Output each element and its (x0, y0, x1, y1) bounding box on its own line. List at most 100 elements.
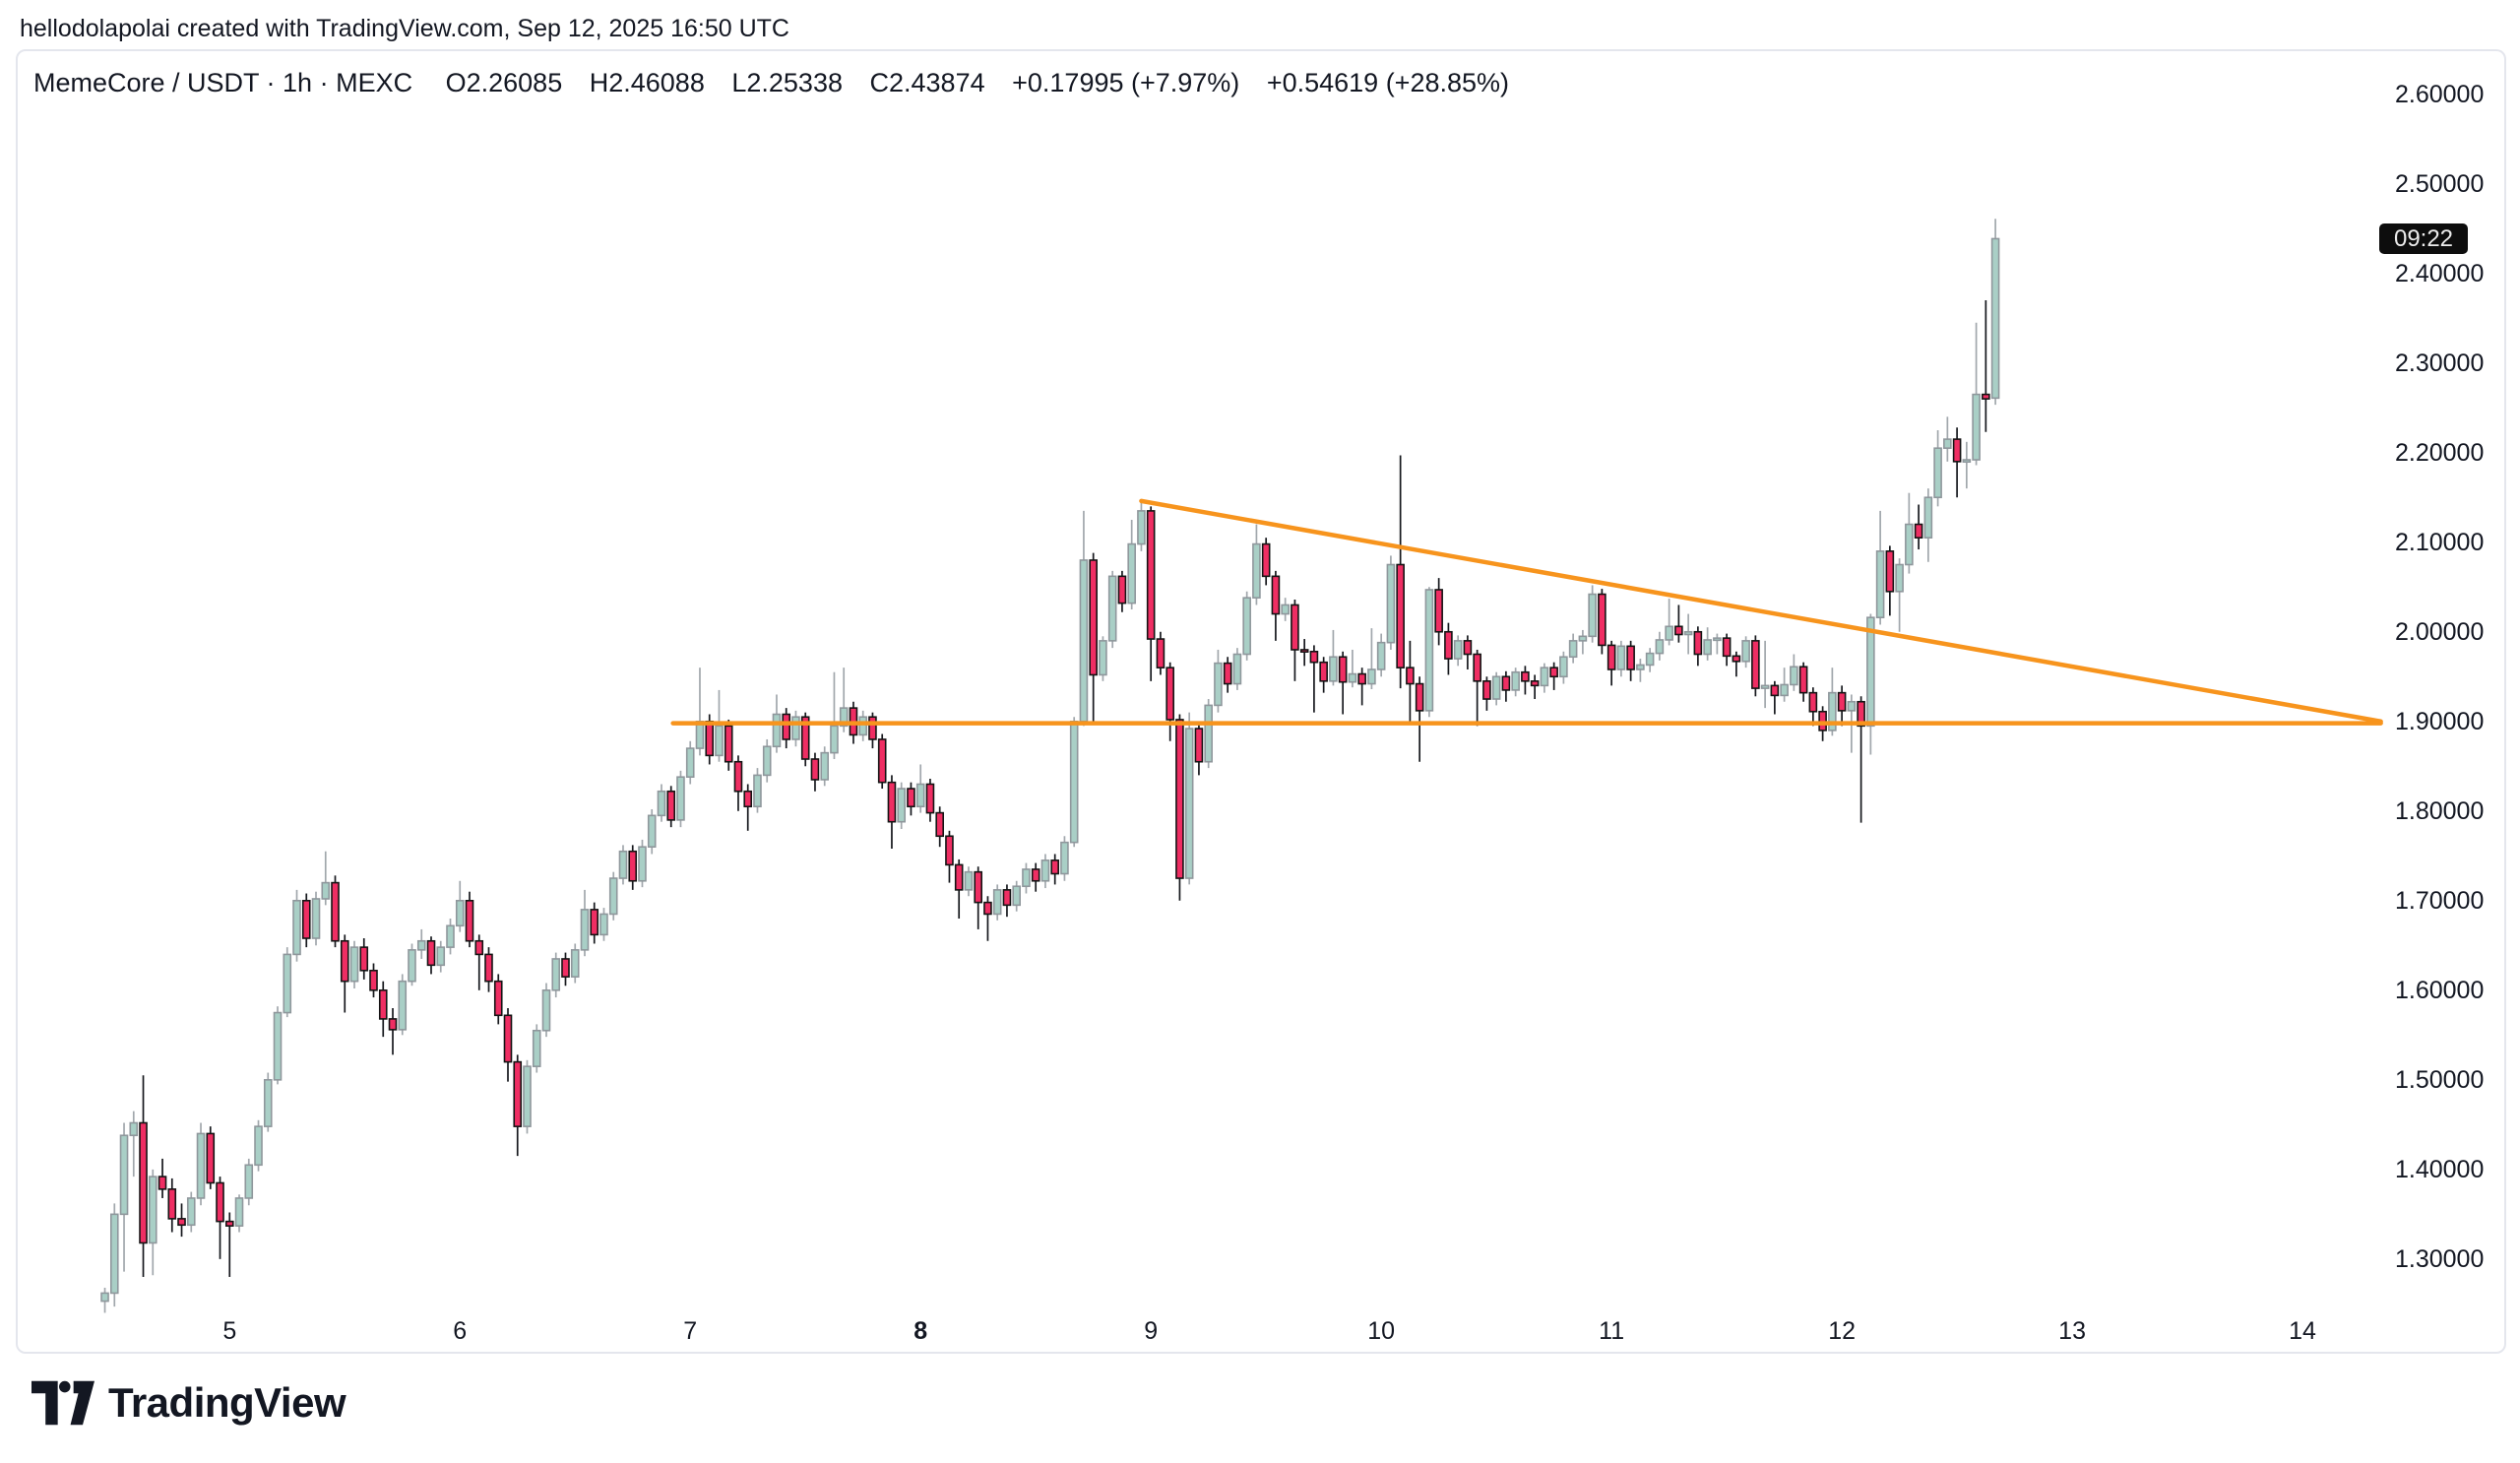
candle-down[interactable] (1549, 667, 1558, 678)
candle-up[interactable] (1367, 668, 1376, 685)
candle-down[interactable] (1598, 593, 1606, 647)
candle-down[interactable] (877, 738, 887, 784)
candle-down[interactable] (810, 758, 820, 781)
candle-down[interactable] (167, 1188, 177, 1220)
candle-down[interactable] (1166, 667, 1174, 721)
candle-down[interactable] (935, 811, 945, 838)
candle-up[interactable] (1741, 640, 1750, 663)
candle-up[interactable] (1905, 523, 1914, 566)
candle-up[interactable] (1040, 859, 1050, 882)
candle-up[interactable] (1683, 630, 1693, 636)
candle-up[interactable] (551, 958, 561, 991)
candle-down[interactable] (887, 781, 897, 823)
candle-down[interactable] (1521, 670, 1530, 682)
candle-up[interactable] (762, 745, 772, 777)
candle-down[interactable] (1357, 672, 1366, 685)
candle-up[interactable] (1540, 667, 1549, 687)
candle-down[interactable] (1751, 640, 1760, 689)
candle-down[interactable] (1434, 589, 1443, 633)
candle-up[interactable] (1386, 563, 1396, 644)
candle-down[interactable] (1722, 637, 1732, 658)
candle-up[interactable] (1636, 664, 1645, 670)
candle-up[interactable] (1329, 656, 1338, 682)
candle-down[interactable] (1482, 680, 1491, 700)
candle-up[interactable] (1713, 637, 1722, 642)
candle-down[interactable] (158, 1176, 167, 1190)
candle-up[interactable] (196, 1132, 206, 1199)
candle-up[interactable] (109, 1213, 119, 1295)
candle-up[interactable] (1127, 542, 1136, 604)
candle-up[interactable] (1828, 691, 1837, 732)
candle-up[interactable] (1012, 885, 1021, 907)
candle-up[interactable] (599, 913, 608, 936)
candle-down[interactable] (1406, 667, 1415, 685)
candle-up[interactable] (129, 1121, 139, 1137)
candle-up[interactable] (311, 898, 321, 939)
candle-down[interactable] (628, 850, 638, 882)
candle-up[interactable] (292, 899, 301, 956)
candle-down[interactable] (1117, 575, 1127, 604)
candle-up[interactable] (349, 946, 359, 983)
candle-up[interactable] (446, 924, 455, 948)
candle-down[interactable] (1693, 630, 1703, 656)
candle-up[interactable] (820, 751, 830, 781)
candle-down[interactable] (1261, 542, 1271, 578)
candle-down[interactable] (1798, 666, 1808, 694)
candle-up[interactable] (1790, 666, 1798, 686)
candle-down[interactable] (1175, 719, 1184, 879)
candle-up[interactable] (1491, 675, 1501, 700)
candle-down[interactable] (216, 1181, 224, 1223)
candle-up[interactable] (1242, 597, 1251, 656)
candle-up[interactable] (1588, 593, 1597, 638)
candle-up[interactable] (839, 707, 849, 728)
candle-down[interactable] (388, 1018, 398, 1031)
candle-down[interactable] (1674, 625, 1683, 636)
candle-down[interactable] (474, 939, 484, 956)
candle-down[interactable] (954, 863, 964, 891)
candle-down[interactable] (493, 980, 503, 1017)
candle-up[interactable] (1079, 559, 1089, 723)
candle-down[interactable] (1818, 710, 1827, 732)
candle-up[interactable] (1703, 639, 1712, 656)
candle-up[interactable] (647, 814, 657, 848)
candle-up[interactable] (1990, 237, 2000, 400)
candle-up[interactable] (436, 946, 446, 967)
candle-up[interactable] (273, 1011, 283, 1081)
candle-up[interactable] (964, 870, 974, 891)
candle-up[interactable] (1847, 700, 1857, 712)
candle-up[interactable] (321, 881, 331, 900)
candle-up[interactable] (234, 1197, 244, 1227)
candle-up[interactable] (1281, 604, 1290, 615)
candle-up[interactable] (1559, 656, 1568, 678)
candle-down[interactable] (1415, 682, 1424, 712)
candle-up[interactable] (1875, 550, 1885, 618)
candle-up[interactable] (1665, 625, 1673, 641)
candle-up[interactable] (1137, 510, 1146, 545)
candle-down[interactable] (1291, 604, 1299, 651)
candle-down[interactable] (1770, 684, 1780, 697)
candle-down[interactable] (1606, 644, 1616, 670)
candle-down[interactable] (206, 1132, 216, 1184)
candle-down[interactable] (484, 953, 493, 983)
candle-up[interactable] (1923, 496, 1933, 539)
candle-up[interactable] (541, 989, 551, 1032)
candle-down[interactable] (1952, 438, 1962, 463)
candle-up[interactable] (1568, 640, 1578, 659)
candle-down[interactable] (800, 716, 810, 760)
candle-up[interactable] (100, 1292, 109, 1303)
candle-down[interactable] (782, 713, 791, 740)
candle-down[interactable] (1002, 889, 1012, 907)
candle-down[interactable] (907, 788, 915, 808)
candle-down[interactable] (561, 958, 570, 978)
candle-up[interactable] (1780, 683, 1789, 697)
candle-up[interactable] (992, 889, 1002, 916)
candle-down[interactable] (1309, 650, 1319, 664)
candle-down[interactable] (1473, 653, 1481, 682)
candle-up[interactable] (1252, 542, 1261, 599)
candle-up[interactable] (1424, 589, 1434, 712)
candle-up[interactable] (685, 747, 695, 779)
candle-down[interactable] (1194, 728, 1204, 763)
candle-down[interactable] (426, 939, 436, 967)
candle-down[interactable] (1050, 859, 1059, 875)
candle-up[interactable] (408, 949, 416, 983)
